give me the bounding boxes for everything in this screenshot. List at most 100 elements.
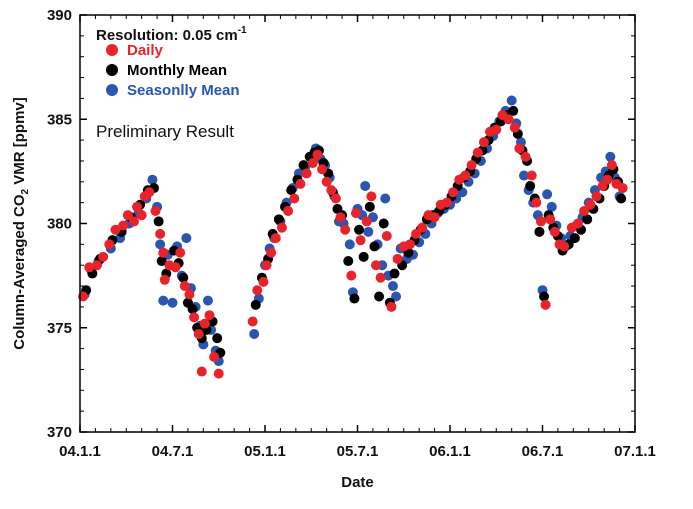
- y-tick-label: 370: [47, 424, 72, 441]
- data-point: [378, 218, 389, 229]
- data-point: [276, 222, 287, 233]
- data-point: [199, 318, 210, 329]
- y-tick-label: 390: [47, 7, 72, 24]
- data-point: [503, 114, 514, 125]
- data-point: [346, 270, 357, 281]
- data-point: [514, 143, 525, 154]
- data-point: [429, 212, 440, 223]
- x-axis-label: Date: [341, 474, 374, 491]
- data-point: [155, 228, 166, 239]
- data-point: [569, 233, 580, 244]
- data-point: [531, 197, 542, 208]
- data-point: [91, 260, 102, 271]
- data-point: [375, 272, 386, 283]
- data-point: [153, 216, 164, 227]
- data-point: [136, 210, 147, 221]
- data-point: [128, 216, 139, 227]
- data-point: [295, 178, 306, 189]
- data-point: [298, 160, 309, 171]
- data-point: [159, 274, 170, 285]
- legend-label: Seasonlly Mean: [127, 82, 240, 99]
- y-axis-label-main: Column-Averaged CO: [11, 194, 28, 350]
- data-point: [98, 251, 109, 262]
- data-point: [147, 174, 158, 185]
- data-point: [118, 220, 129, 231]
- legend-marker: [106, 64, 118, 76]
- data-point: [144, 187, 155, 198]
- x-tick-labels: 04.1.1 04.7.1 05.1.1 05.7.1 06.1.1 06.7.1 07.1…: [59, 443, 656, 460]
- data-point: [417, 222, 428, 233]
- y-tick-label: 375: [47, 320, 72, 337]
- data-point: [110, 224, 121, 235]
- data-point: [579, 205, 590, 216]
- data-point: [187, 303, 198, 314]
- data-point: [122, 210, 133, 221]
- data-point: [317, 164, 328, 175]
- data-point: [545, 214, 556, 225]
- x-tick-label: 07.1.1: [614, 443, 656, 460]
- data-point: [411, 228, 422, 239]
- data-point: [286, 185, 297, 196]
- data-point: [386, 301, 397, 312]
- data-point: [535, 216, 546, 227]
- data-point: [270, 233, 281, 244]
- y-tick-label: 380: [47, 216, 72, 233]
- data-point: [508, 105, 519, 116]
- data-point: [326, 185, 337, 196]
- data-point: [491, 124, 502, 135]
- data-point: [193, 329, 204, 340]
- data-point: [616, 193, 627, 204]
- data-point: [202, 295, 213, 306]
- y-tick-label: 385: [47, 111, 72, 128]
- data-point: [340, 224, 351, 235]
- legend-title-text: Resolution: 0.05 cm: [96, 27, 238, 44]
- data-point: [478, 137, 489, 148]
- x-tick-label: 06.7.1: [522, 443, 564, 460]
- data-point: [525, 180, 536, 191]
- data-point: [321, 176, 332, 187]
- data-point: [605, 151, 616, 162]
- data-point: [343, 256, 354, 267]
- data-point: [84, 262, 95, 273]
- data-point: [212, 333, 223, 344]
- data-point: [155, 239, 166, 250]
- x-tick-label: 06.1.1: [429, 443, 471, 460]
- x-tick-label: 04.1.1: [59, 443, 101, 460]
- legend-title: Resolution: 0.05 cm-1: [96, 25, 247, 44]
- data-point: [472, 147, 483, 158]
- data-point: [247, 316, 258, 327]
- data-point: [602, 174, 613, 185]
- data-point: [156, 256, 167, 267]
- data-point: [606, 160, 617, 171]
- data-point: [170, 262, 181, 273]
- data-point: [252, 285, 263, 296]
- data-point: [539, 291, 550, 302]
- data-point: [559, 241, 570, 252]
- data-point: [389, 268, 400, 279]
- data-point: [381, 231, 392, 242]
- data-point: [542, 189, 553, 200]
- legend-entries: Daily Monthly Mean Seasonlly Mean: [106, 42, 240, 99]
- data-point: [350, 208, 361, 219]
- data-point: [466, 160, 477, 171]
- data-point: [387, 281, 398, 292]
- data-point: [189, 312, 200, 323]
- y-axis-label-suffix: VMR [ppmv]: [11, 97, 28, 189]
- data-point: [283, 205, 294, 216]
- data-point: [330, 193, 341, 204]
- legend-marker: [106, 84, 118, 96]
- data-point: [380, 193, 391, 204]
- data-point: [582, 214, 593, 225]
- data-point: [363, 226, 374, 237]
- data-point: [312, 149, 323, 160]
- data-point: [250, 299, 261, 310]
- legend-title-superscript: -1: [238, 25, 247, 36]
- data-point: [301, 168, 312, 179]
- legend-label: Daily: [127, 42, 164, 59]
- data-point: [371, 260, 381, 271]
- data-point: [258, 276, 269, 287]
- data-point: [178, 272, 189, 283]
- data-point: [392, 253, 403, 264]
- legend: Resolution: 0.05 cm-1 Daily Monthly Mean S…: [96, 25, 247, 99]
- data-point: [404, 239, 415, 250]
